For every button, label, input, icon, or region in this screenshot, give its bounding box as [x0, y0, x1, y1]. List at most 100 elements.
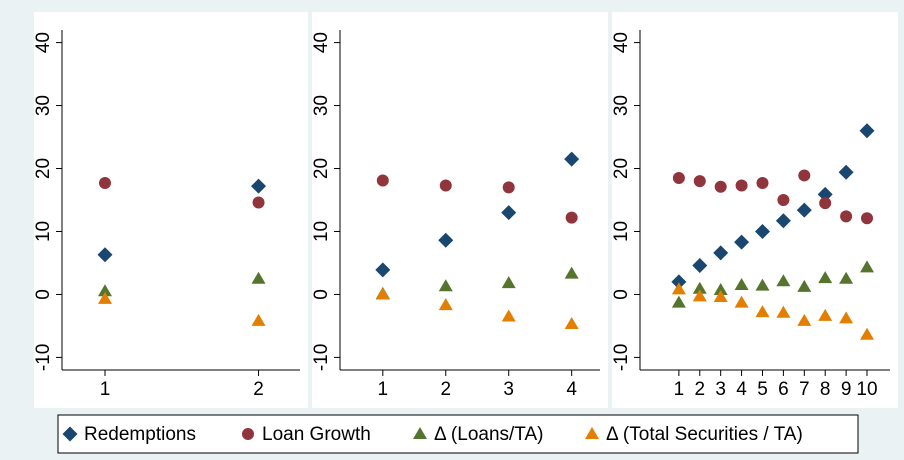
marker: [564, 151, 580, 167]
marker: [98, 177, 111, 189]
y-tick-label: 40: [611, 32, 632, 53]
panel: [34, 12, 308, 408]
y-tick-label: 30: [311, 95, 332, 116]
y-tick-label: 30: [611, 95, 632, 116]
legend-label: Δ (Total Securities / TA): [606, 424, 803, 445]
marker: [817, 186, 833, 202]
marker: [819, 197, 832, 210]
marker: [97, 284, 112, 297]
marker: [839, 271, 854, 284]
marker: [438, 279, 453, 292]
x-tick-label: 2: [253, 379, 264, 400]
marker: [713, 289, 728, 302]
y-tick-label: 10: [33, 221, 54, 242]
marker: [754, 223, 770, 239]
panel: [312, 12, 608, 408]
y-tick-label: -10: [33, 344, 54, 371]
marker: [839, 311, 854, 324]
y-tick-label: 40: [33, 32, 54, 53]
legend-label: Loan Growth: [262, 424, 371, 445]
x-tick-label: 2: [440, 379, 451, 400]
y-tick-label: -10: [611, 344, 632, 371]
marker: [818, 271, 833, 284]
marker: [714, 180, 727, 193]
legend-box: [57, 414, 859, 454]
marker: [375, 287, 390, 300]
marker: [501, 309, 516, 322]
marker: [734, 278, 749, 290]
legend-marker: [585, 427, 599, 439]
marker: [797, 279, 812, 292]
y-tick-label: 30: [33, 95, 54, 116]
legend-marker: [242, 428, 254, 440]
marker: [777, 194, 790, 206]
x-tick-label: 10: [856, 379, 877, 400]
marker: [734, 234, 750, 250]
marker: [439, 179, 452, 192]
marker: [564, 317, 579, 330]
marker: [818, 308, 833, 321]
marker: [251, 313, 266, 326]
marker: [797, 313, 812, 326]
x-tick-label: 1: [674, 379, 685, 400]
y-tick-label: 0: [311, 289, 332, 300]
marker: [501, 205, 517, 221]
y-tick-label: -10: [311, 344, 332, 371]
x-tick-label: 5: [757, 379, 768, 400]
marker: [734, 295, 749, 308]
marker: [755, 305, 770, 318]
marker: [564, 266, 579, 279]
marker: [840, 210, 853, 223]
marker: [672, 171, 685, 184]
marker: [671, 282, 686, 295]
y-tick-label: 0: [611, 289, 632, 300]
marker: [776, 305, 791, 318]
x-tick-label: 4: [736, 379, 747, 400]
marker: [692, 257, 708, 273]
x-tick-label: 1: [100, 379, 111, 400]
y-tick-label: 20: [611, 158, 632, 179]
y-tick-label: 20: [33, 158, 54, 179]
marker: [735, 179, 748, 192]
marker: [97, 247, 113, 263]
y-tick-label: 20: [311, 158, 332, 179]
marker: [565, 211, 578, 224]
x-tick-label: 7: [799, 379, 810, 400]
marker: [502, 181, 515, 194]
x-tick-label: 8: [820, 379, 831, 400]
marker: [693, 175, 706, 188]
marker: [692, 281, 707, 294]
legend-label: Δ (Loans/TA): [434, 424, 544, 445]
marker: [713, 283, 728, 296]
marker: [671, 295, 686, 308]
y-tick-label: 10: [611, 221, 632, 242]
marker: [692, 289, 707, 302]
legend-marker: [413, 427, 427, 439]
marker: [860, 327, 875, 340]
marker: [438, 298, 453, 311]
x-tick-label: 6: [778, 379, 789, 400]
x-tick-label: 2: [694, 379, 705, 400]
marker: [251, 178, 267, 194]
legend-marker: [62, 426, 78, 442]
y-tick-label: 40: [311, 32, 332, 53]
marker: [97, 291, 112, 304]
x-tick-label: 3: [503, 379, 514, 400]
marker: [375, 262, 391, 278]
marker: [796, 202, 812, 218]
marker: [671, 274, 687, 290]
marker: [438, 232, 454, 248]
legend-label: Redemptions: [84, 424, 196, 445]
x-tick-label: 4: [566, 379, 577, 400]
marker: [776, 274, 791, 287]
marker: [755, 278, 770, 291]
marker: [798, 169, 811, 182]
x-tick-label: 3: [715, 379, 726, 400]
marker: [861, 212, 874, 225]
marker: [756, 177, 769, 189]
x-tick-label: 9: [841, 379, 852, 400]
marker: [713, 245, 729, 261]
panel: [612, 12, 898, 408]
marker: [775, 213, 791, 229]
